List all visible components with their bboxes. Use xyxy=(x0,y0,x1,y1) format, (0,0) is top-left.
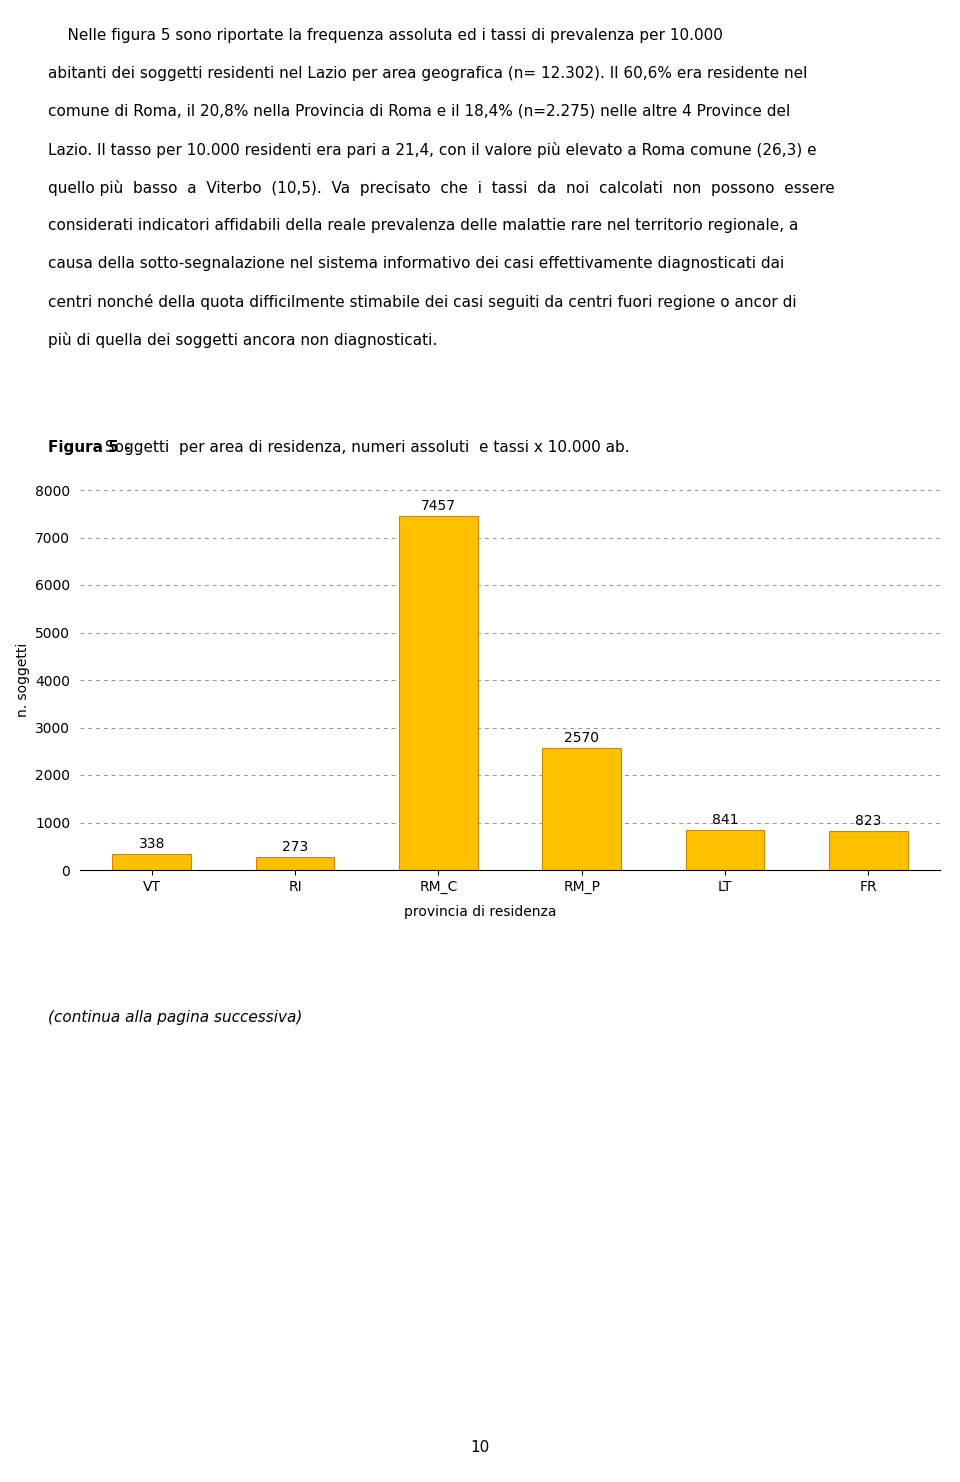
Bar xyxy=(255,857,334,870)
Text: 273: 273 xyxy=(282,840,308,855)
Text: abitanti dei soggetti residenti nel Lazio per area geografica (n= 12.302). Il 60: abitanti dei soggetti residenti nel Lazi… xyxy=(48,67,807,82)
Text: comune di Roma, il 20,8% nella Provincia di Roma e il 18,4% (n=2.275) nelle altr: comune di Roma, il 20,8% nella Provincia… xyxy=(48,104,790,119)
Text: 338: 338 xyxy=(138,837,165,851)
Bar xyxy=(685,830,764,870)
Text: centri nonché della quota difficilmente stimabile dei casi seguiti da centri fuo: centri nonché della quota difficilmente … xyxy=(48,293,797,310)
Text: considerati indicatori affidabili della reale prevalenza delle malattie rare nel: considerati indicatori affidabili della … xyxy=(48,218,799,233)
Text: Figura 5 -: Figura 5 - xyxy=(48,440,131,455)
Text: Lazio. Il tasso per 10.000 residenti era pari a 21,4, con il valore più elevato : Lazio. Il tasso per 10.000 residenti era… xyxy=(48,142,817,159)
Bar xyxy=(828,831,908,870)
Text: quello più  basso  a  Viterbo  (10,5).  Va  precisato  che  i  tassi  da  noi  c: quello più basso a Viterbo (10,5). Va pr… xyxy=(48,179,835,196)
Text: Nelle figura 5 sono riportate la frequenza assoluta ed i tassi di prevalenza per: Nelle figura 5 sono riportate la frequen… xyxy=(48,28,723,43)
Text: causa della sotto-segnalazione nel sistema informativo dei casi effettivamente d: causa della sotto-segnalazione nel siste… xyxy=(48,256,784,271)
Y-axis label: n. soggetti: n. soggetti xyxy=(15,643,30,717)
Text: 841: 841 xyxy=(711,814,738,827)
Bar xyxy=(399,516,478,870)
Text: provincia di residenza: provincia di residenza xyxy=(404,906,556,919)
Text: 10: 10 xyxy=(470,1441,490,1455)
Text: 7457: 7457 xyxy=(420,499,456,513)
Bar xyxy=(542,748,621,870)
Text: 823: 823 xyxy=(855,814,881,828)
Text: (continua alla pagina successiva): (continua alla pagina successiva) xyxy=(48,1011,302,1026)
Text: più di quella dei soggetti ancora non diagnosticati.: più di quella dei soggetti ancora non di… xyxy=(48,332,437,348)
Text: Soggetti  per area di residenza, numeri assoluti  e tassi x 10.000 ab.: Soggetti per area di residenza, numeri a… xyxy=(100,440,630,455)
Text: 2570: 2570 xyxy=(564,731,599,745)
Bar xyxy=(112,854,191,870)
